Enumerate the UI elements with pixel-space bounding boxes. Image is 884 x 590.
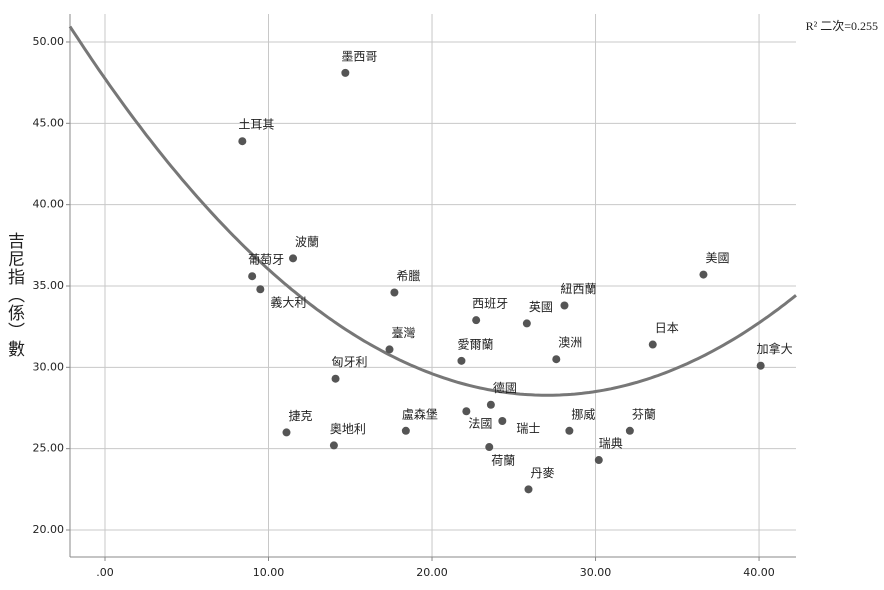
- point-label: 法國: [468, 417, 492, 431]
- point-label: 奧地利: [330, 422, 366, 436]
- point-label: 義大利: [270, 295, 306, 310]
- point: [524, 485, 533, 494]
- point-label: 捷克: [288, 409, 312, 423]
- point-label: 英國: [529, 300, 553, 314]
- point-label: 臺灣: [391, 325, 415, 340]
- x-tick-label: .00: [96, 566, 114, 579]
- point: [341, 68, 350, 77]
- point: [756, 361, 765, 370]
- point-label: 澳洲: [558, 336, 582, 350]
- point-label: 瑞典: [599, 437, 623, 451]
- y-tick-label: 50.00: [33, 35, 65, 48]
- point: [560, 301, 569, 310]
- point: [699, 270, 708, 279]
- point: [238, 137, 247, 146]
- point-label: 德國: [493, 380, 517, 395]
- point-label: 葡萄牙: [248, 253, 284, 267]
- point: [625, 426, 634, 435]
- y-tick-label: 20.00: [33, 523, 65, 536]
- point-label: 匈牙利: [332, 355, 368, 369]
- point: [457, 356, 466, 365]
- y-tick-label: 35.00: [33, 279, 65, 292]
- point-label: 美國: [705, 251, 729, 265]
- point-label: 挪威: [571, 407, 595, 421]
- point: [462, 407, 471, 416]
- point: [648, 340, 657, 349]
- point-label: 愛爾蘭: [457, 337, 493, 351]
- point: [331, 374, 340, 383]
- point: [552, 355, 561, 364]
- point: [565, 426, 574, 435]
- point: [485, 443, 494, 452]
- point: [522, 319, 531, 328]
- point-label: 丹麥: [530, 466, 554, 480]
- point-label: 日本: [655, 321, 679, 335]
- point-label: 盧森堡: [402, 406, 438, 421]
- point-label: 瑞士: [516, 422, 540, 436]
- point-label: 西班牙: [472, 297, 508, 311]
- point-label: 加拿大: [757, 341, 793, 356]
- point-label: 土耳其: [238, 118, 274, 132]
- point: [289, 254, 298, 263]
- point: [486, 400, 495, 409]
- point: [390, 288, 399, 297]
- point: [248, 272, 257, 281]
- y-tick-label: 25.00: [33, 442, 65, 455]
- point-label: 紐西蘭: [560, 282, 596, 296]
- point-label: 墨西哥: [341, 49, 377, 63]
- point: [385, 345, 394, 354]
- point: [329, 441, 338, 450]
- x-tick-label: 30.00: [580, 566, 612, 579]
- x-tick-label: 20.00: [416, 566, 448, 579]
- y-axis-label: 吉尼指（係）數: [4, 232, 24, 358]
- y-tick-label: 45.00: [33, 116, 65, 129]
- point-label: 芬蘭: [632, 407, 656, 421]
- point: [594, 456, 603, 465]
- point: [282, 428, 291, 437]
- point: [498, 417, 507, 426]
- fit-annotation: R² 二次=0.255: [806, 19, 878, 33]
- point-label: 波蘭: [295, 235, 319, 249]
- x-tick-label: 40.00: [743, 566, 775, 579]
- point: [256, 285, 265, 294]
- y-tick-label: 30.00: [33, 360, 65, 373]
- fit-curve: [68, 25, 797, 397]
- point: [401, 426, 410, 435]
- y-tick-label: 40.00: [33, 198, 65, 211]
- point-label: 希臘: [396, 268, 420, 283]
- point-label: 荷蘭: [491, 454, 515, 468]
- x-tick-label: 10.00: [253, 566, 285, 579]
- point: [472, 316, 481, 325]
